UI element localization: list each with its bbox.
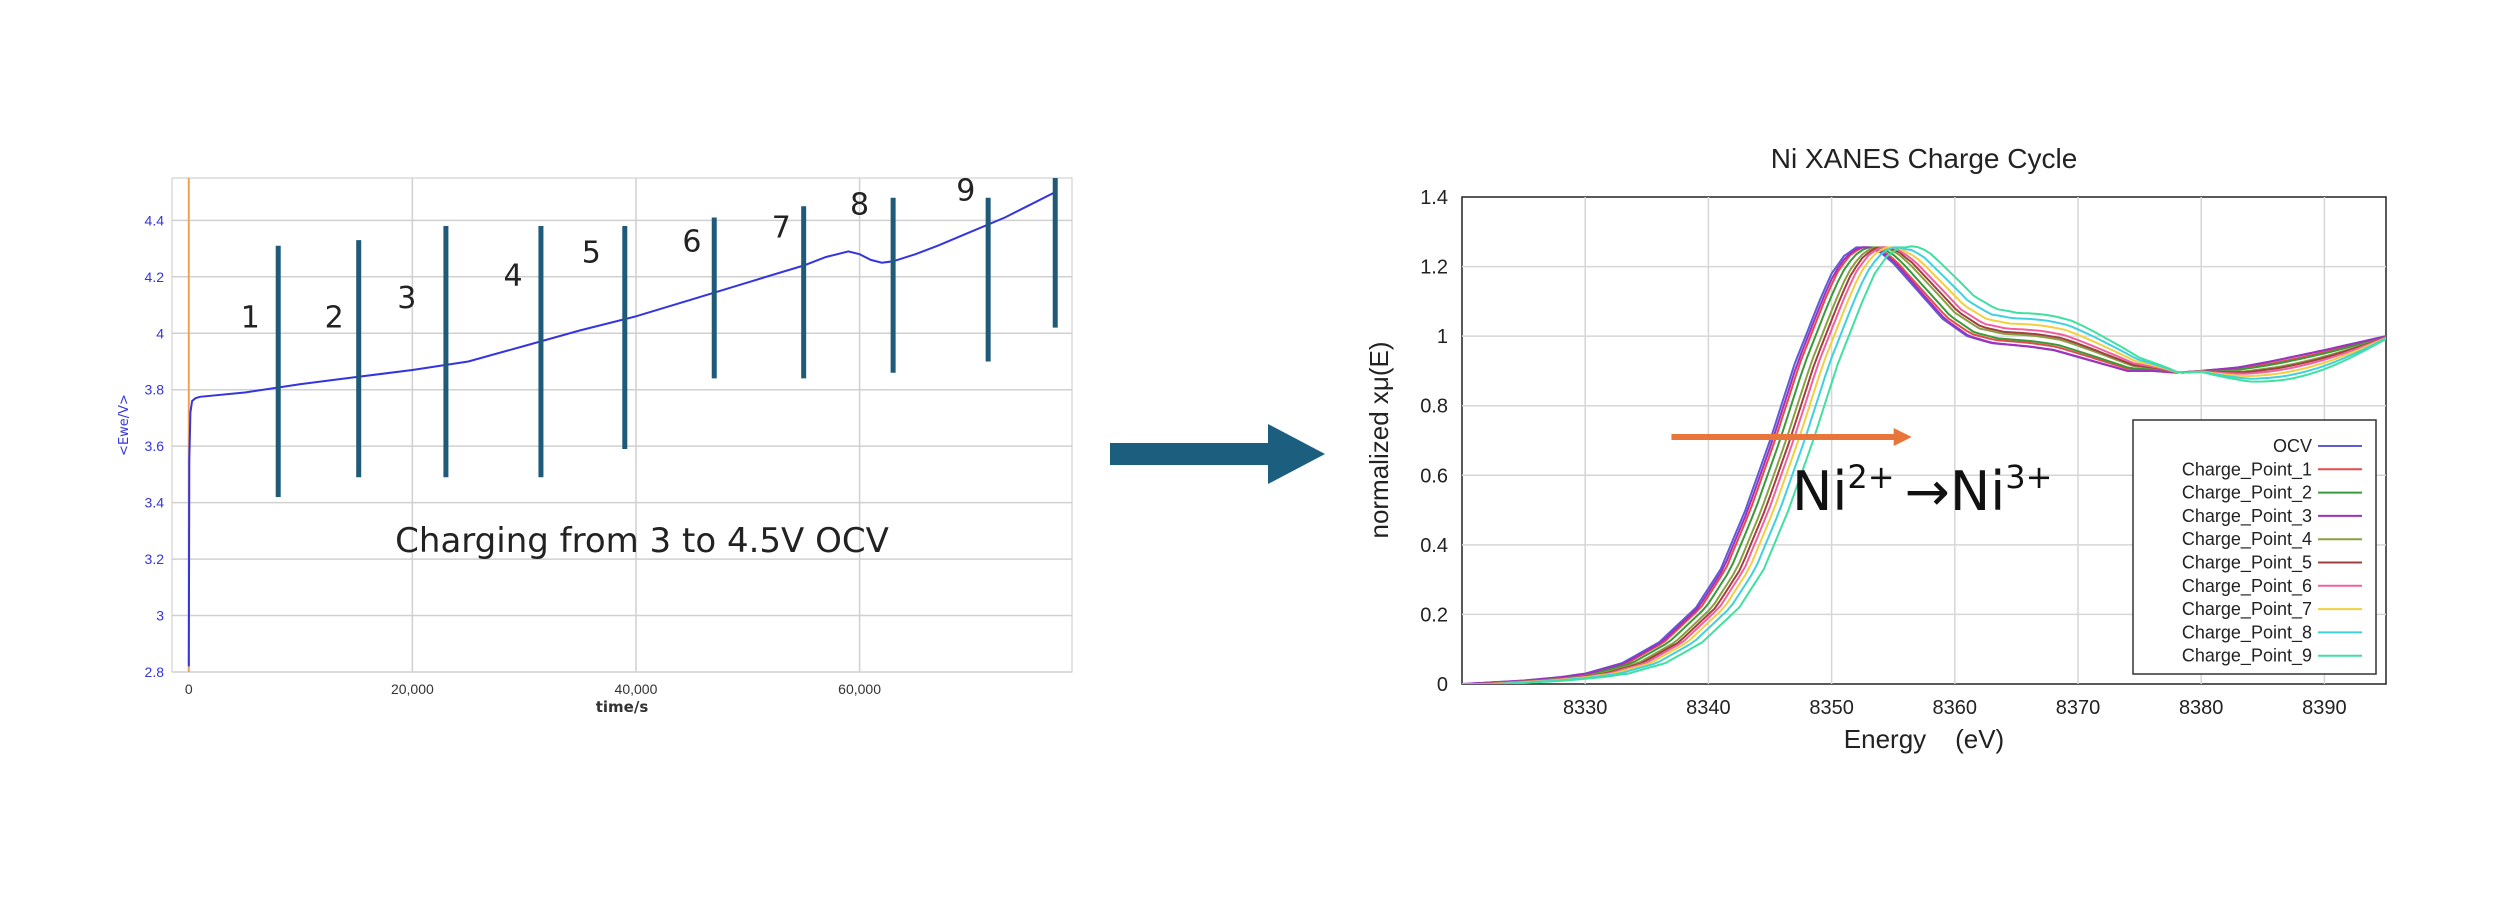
left-y-tick-label: 4.4 — [145, 212, 165, 228]
edge-shift-arrow — [1671, 428, 1912, 447]
legend-label: Charge_Point_7 — [2182, 599, 2312, 620]
xanes-chart: Ni XANES Charge Cycle 0 0.2 0.4 0.6 0.8 1 1.2 1… — [1364, 143, 2387, 754]
left-x-tick-label: 40,000 — [615, 681, 658, 697]
annotation-from-charge: 2+ — [1847, 458, 1894, 496]
right-x-tick-labels: 8330 8340 8350 8360 8370 8380 8390 — [1563, 697, 2347, 719]
annotation-to-charge: 3+ — [2005, 458, 2052, 496]
legend: OCVCharge_Point_1Charge_Point_2Charge_Po… — [2132, 419, 2377, 675]
right-x-tick-label: 8330 — [1563, 697, 1608, 719]
charge-point-label-5: 5 — [582, 236, 601, 271]
right-x-tick-label: 8380 — [2179, 697, 2224, 719]
xanes-series-6 — [1462, 246, 2386, 684]
charge-point-markers: 1 2 3 4 5 6 7 8 9 — [241, 174, 1058, 497]
left-y-tick-label: 3 — [156, 608, 164, 624]
left-y-tick-label: 3.2 — [145, 551, 165, 567]
left-y-tick-label: 3.8 — [145, 382, 165, 398]
left-x-tick-label: 0 — [185, 681, 193, 697]
left-x-tick-labels: 0 20,000 40,000 60,000 — [185, 681, 881, 697]
right-y-tick-label: 1.4 — [1420, 187, 1448, 209]
left-x-tick-label: 20,000 — [391, 681, 434, 697]
legend-label: Charge_Point_4 — [2182, 529, 2312, 550]
annotation-arrow: → — [1905, 460, 1950, 523]
charge-point-label-4: 4 — [503, 258, 522, 293]
charge-point-label-8: 8 — [850, 188, 869, 223]
connector-arrow — [1110, 424, 1325, 484]
left-y-tick-label: 2.8 — [145, 664, 165, 680]
left-y-axis-label: <Ewe/V> — [117, 394, 132, 456]
legend-label: Charge_Point_2 — [2182, 483, 2312, 504]
right-y-tick-label: 0.4 — [1420, 535, 1448, 557]
left-grid — [172, 178, 1072, 673]
legend-label: Charge_Point_8 — [2182, 622, 2312, 643]
xanes-series-3 — [1462, 246, 2386, 684]
charging-annotation: Charging from 3 to 4.5V OCV — [395, 521, 889, 561]
right-x-tick-label: 8360 — [1933, 697, 1978, 719]
charge-point-label-2: 2 — [325, 301, 344, 336]
right-y-tick-label: 1 — [1437, 326, 1448, 348]
left-plot-area — [171, 177, 1073, 673]
xanes-series-5 — [1462, 246, 2386, 684]
xanes-series-2 — [1462, 246, 2386, 684]
voltage-curve — [187, 191, 1056, 667]
legend-label: OCV — [2273, 436, 2312, 456]
xanes-curves — [1462, 245, 2386, 684]
right-y-tick-label: 0.2 — [1420, 604, 1448, 626]
xanes-series-7 — [1462, 246, 2386, 684]
right-y-axis-label: normalized xμ(E) — [1364, 341, 1394, 538]
charge-point-label-9: 9 — [956, 174, 975, 209]
oxidation-annotation: Ni2+ →Ni3+ — [1792, 458, 2052, 523]
charge-point-label-1: 1 — [241, 301, 260, 336]
xanes-series-9 — [1462, 245, 2386, 684]
annotation-element-2: Ni — [1950, 460, 2005, 523]
charge-point-label-3: 3 — [397, 281, 416, 316]
right-chart-title: Ni XANES Charge Cycle — [1771, 143, 2078, 174]
legend-label: Charge_Point_6 — [2182, 576, 2312, 597]
right-x-axis-label: Energy (eV) — [1844, 724, 2004, 754]
right-y-tick-label: 1.2 — [1420, 257, 1448, 279]
left-y-tick-label: 4.2 — [145, 269, 165, 285]
left-y-tick-label: 4 — [156, 325, 164, 341]
right-y-tick-label: 0 — [1437, 674, 1448, 696]
legend-label: Charge_Point_9 — [2182, 646, 2312, 667]
annotation-element-1: Ni — [1792, 460, 1847, 523]
right-y-tick-label: 0.6 — [1420, 465, 1448, 487]
charge-point-label-6: 6 — [682, 224, 701, 259]
right-x-tick-label: 8390 — [2302, 697, 2347, 719]
right-y-tick-labels: 0 0.2 0.4 0.6 0.8 1 1.2 1.4 — [1420, 187, 1448, 696]
right-x-tick-label: 8370 — [2056, 697, 2101, 719]
charging-voltage-chart: 2.8 3 3.2 3.4 3.6 3.8 4 4.2 4.4 0 20,000 40,000 60,… — [117, 174, 1073, 716]
right-x-tick-label: 8350 — [1809, 697, 1854, 719]
left-y-tick-labels: 2.8 3 3.2 3.4 3.6 3.8 4 4.2 4.4 — [145, 212, 165, 680]
left-y-tick-label: 3.4 — [145, 495, 165, 511]
legend-label: Charge_Point_1 — [2182, 459, 2312, 480]
right-x-tick-label: 8340 — [1686, 697, 1731, 719]
edge-shift-arrow-head — [1893, 428, 1912, 447]
left-y-tick-label: 3.6 — [145, 438, 165, 454]
left-x-tick-label: 60,000 — [838, 681, 881, 697]
legend-label: Charge_Point_3 — [2182, 506, 2312, 527]
xanes-series-8 — [1462, 246, 2386, 684]
right-y-tick-label: 0.8 — [1420, 396, 1448, 418]
legend-label: Charge_Point_5 — [2182, 553, 2312, 574]
charge-point-label-7: 7 — [772, 210, 791, 245]
left-x-axis-label: time/s — [596, 698, 649, 716]
